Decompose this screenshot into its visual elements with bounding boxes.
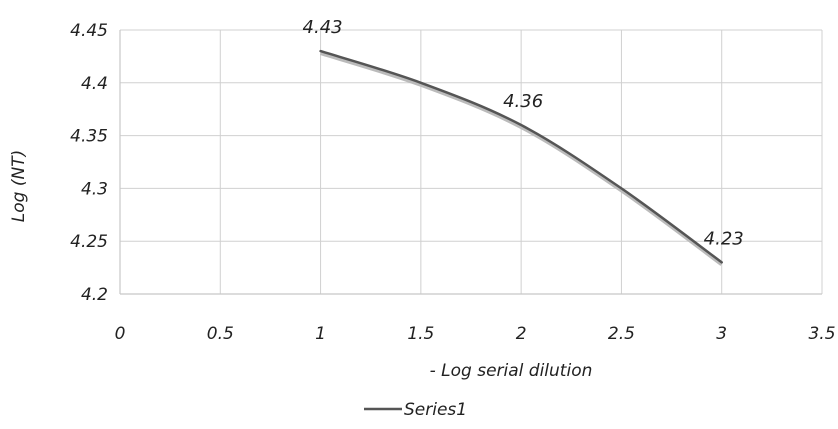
data-label: 4.23 (704, 228, 744, 249)
x-tick-label: 2.5 (608, 324, 635, 344)
x-tick-label: 3.5 (808, 324, 835, 344)
series-layer (319, 49, 723, 266)
legend: Series1 (364, 400, 467, 420)
axes (119, 30, 822, 295)
x-tick-label: 3 (716, 324, 727, 344)
y-tick-label: 4.25 (70, 232, 108, 252)
x-tick-label: 1 (315, 324, 326, 344)
labels: 0 0.5 1 1.5 2 2.5 3 3.5 4.2 4.25 4.3 4.35 4.4 4.45 4.4… (70, 17, 835, 344)
x-tick-label: 0 (115, 324, 126, 344)
x-tick-label: 2 (516, 324, 527, 344)
y-tick-label: 4.35 (70, 127, 108, 147)
x-tick-label: 0.5 (207, 324, 234, 344)
legend-label-series1: Series1 (404, 400, 467, 420)
x-axis-title: - Log serial dilution (430, 361, 593, 381)
y-tick-label: 4.2 (81, 285, 108, 305)
x-tick-label: 1.5 (407, 324, 434, 344)
y-tick-label: 4.4 (81, 74, 108, 94)
y-tick-label: 4.3 (81, 179, 108, 199)
y-axis-title: Log (NT) (9, 150, 29, 222)
series-line-shadow (319, 51, 723, 266)
series-line-series1 (319, 49, 723, 264)
data-label: 4.36 (503, 91, 543, 112)
data-label: 4.43 (303, 17, 343, 38)
y-tick-label: 4.45 (70, 21, 108, 41)
gridlines (120, 29, 823, 294)
